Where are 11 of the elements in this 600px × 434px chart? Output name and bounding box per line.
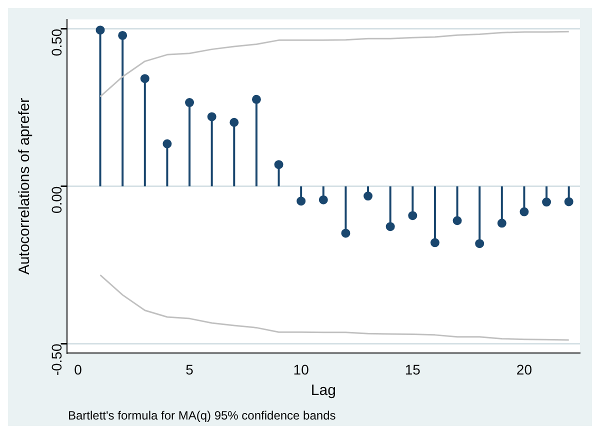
x-tick-label: 15 — [404, 361, 421, 378]
y-axis-title: Autocorrelations of aprefer — [16, 98, 34, 275]
x-tick-label: 0 — [74, 361, 82, 378]
x-axis-title: Lag — [310, 382, 336, 400]
y-tick-label: 0.00 — [48, 186, 65, 214]
y-tick-label: -0.50 — [48, 344, 65, 376]
y-tick-label: 0.50 — [48, 28, 65, 56]
x-tick-label: 20 — [516, 361, 532, 378]
text: Bartlett's formula for MA(q) 95% confidence bands — [68, 408, 336, 422]
x-tick-label: 10 — [293, 361, 310, 378]
x-tick-label: 5 — [186, 361, 194, 378]
